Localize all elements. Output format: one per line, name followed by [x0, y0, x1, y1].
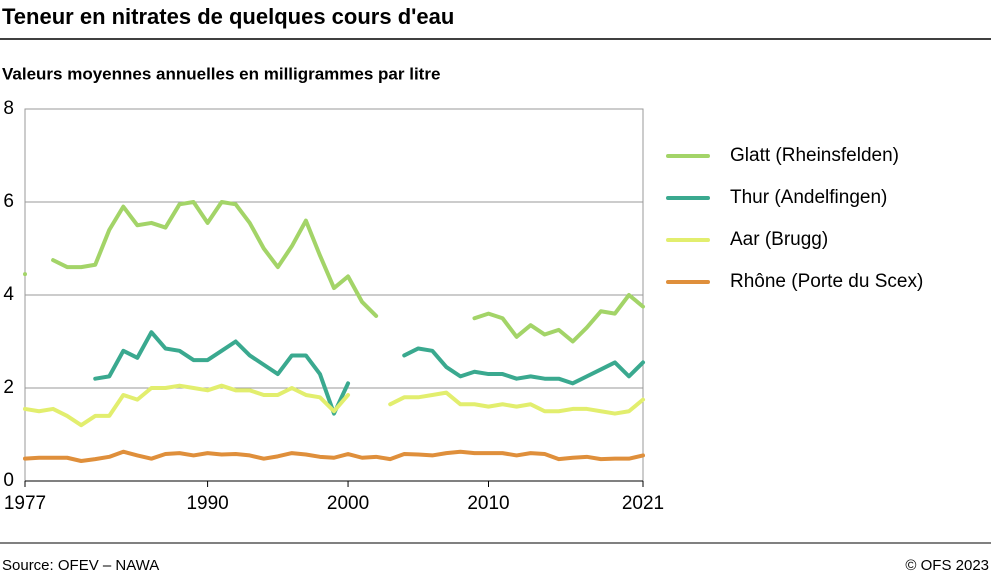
x-tick-label: 2000 [327, 493, 369, 514]
y-tick-label: 8 [3, 98, 14, 119]
series-line [23, 200, 645, 344]
y-tick-label: 0 [3, 470, 14, 491]
x-tick-label: 2010 [467, 493, 509, 514]
chart-title: Teneur en nitrates de quelques cours d'e… [2, 4, 454, 29]
x-tick-label: 1990 [186, 493, 228, 514]
legend-label: Rhône (Porte du Scex) [730, 271, 923, 292]
y-tick-label: 2 [3, 377, 14, 398]
y-tick-label: 4 [3, 284, 14, 305]
series-line [93, 330, 645, 416]
legend-label: Glatt (Rheinsfelden) [730, 145, 899, 166]
x-tick-label: 1977 [4, 493, 46, 514]
y-tick-label: 6 [3, 191, 14, 212]
chart-subtitle: Valeurs moyennes annuelles en milligramm… [2, 64, 440, 83]
series-line [23, 383, 645, 428]
x-tick-label: 2021 [622, 493, 664, 514]
legend-label: Aar (Brugg) [730, 229, 828, 250]
copyright: © OFS 2023 [905, 557, 989, 574]
legend-label: Thur (Andelfingen) [730, 187, 887, 208]
source: Source: OFEV – NAWA [2, 557, 159, 574]
series-line [23, 449, 645, 464]
